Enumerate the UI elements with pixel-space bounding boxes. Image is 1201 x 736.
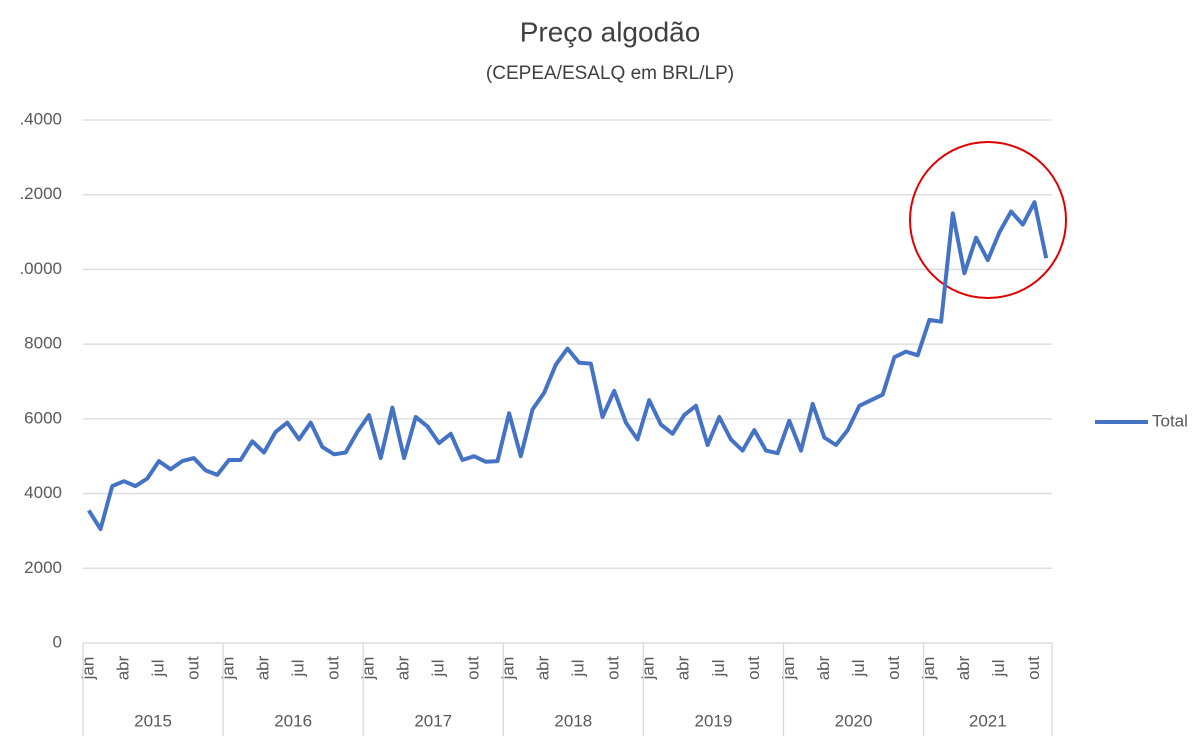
y-tick-label: 8000 [24,334,62,353]
line-series [87,200,1049,532]
x-tick-label: abr [534,655,553,680]
x-tick-label: out [884,656,903,680]
x-tick-label: out [464,656,483,680]
x-tick-label: abr [814,655,833,680]
x-tick-label: abr [394,655,413,680]
x-tick-label: jan [919,657,938,681]
x-tick-label: jul [288,659,307,677]
x-tick-label: out [323,656,342,680]
x-tick-label: abr [113,655,132,680]
chart-subtitle: (CEPEA/ESALQ em BRL/LP) [486,63,734,84]
x-tick-label: jan [78,657,97,681]
legend-label: Total [1152,411,1188,430]
y-tick-label: .2000 [19,184,62,203]
x-tick-label: jul [569,659,588,677]
x-tick-label: jan [218,657,237,681]
y-tick-label: 0 [53,632,62,651]
x-tick-label: jul [148,659,167,677]
x-tick-label: out [604,656,623,680]
x-tick-label: out [744,656,763,680]
x-tick-label: jan [499,657,518,681]
year-label: 2015 [134,711,172,730]
y-tick-label: .4000 [19,109,62,128]
chart-title: Preço algodão [520,16,701,47]
x-tick-label: jan [639,657,658,681]
x-tick-label: jul [989,659,1008,677]
year-label: 2017 [414,711,452,730]
x-tick-label: jan [359,657,378,681]
highlight-circle [909,141,1067,299]
year-label: 2019 [695,711,733,730]
year-label: 2021 [969,711,1007,730]
x-tick-label: abr [253,655,272,680]
year-label: 2018 [554,711,592,730]
x-tick-label: abr [954,655,973,680]
x-tick-label: out [1024,656,1043,680]
year-label: 2020 [835,711,873,730]
year-label: 2016 [274,711,312,730]
x-tick-label: jul [709,659,728,677]
y-tick-label: .0000 [19,259,62,278]
x-tick-label: abr [674,655,693,680]
y-tick-label: 4000 [24,483,62,502]
x-tick-label: jan [779,657,798,681]
x-tick-label: jul [429,659,448,677]
x-tick-label: jul [849,659,868,677]
x-tick-label: out [183,656,202,680]
y-tick-label: 6000 [24,408,62,427]
y-tick-label: 2000 [24,558,62,577]
